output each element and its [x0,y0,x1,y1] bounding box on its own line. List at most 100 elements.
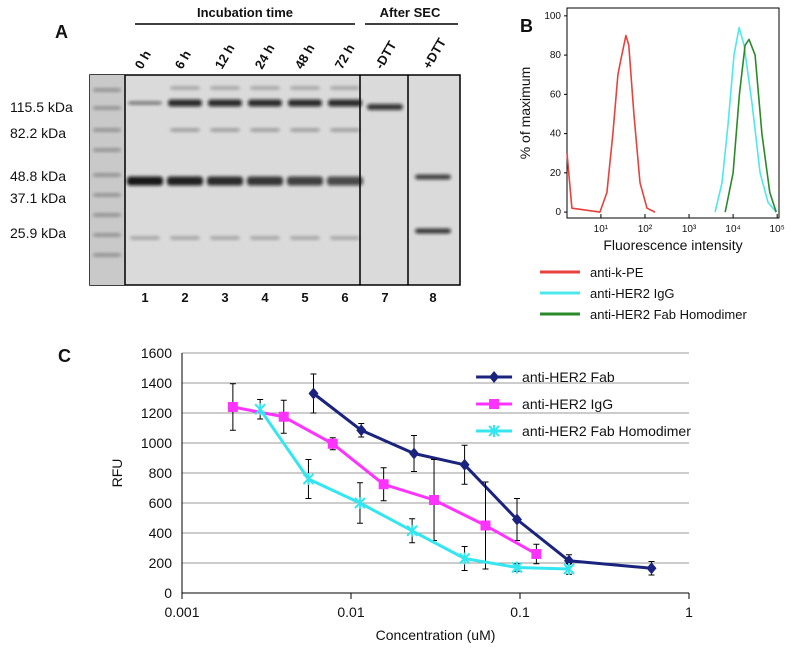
lane-label: 0 h [132,48,154,72]
lane-number: 8 [429,290,436,305]
series-line [714,26,777,213]
point [378,479,389,490]
y-tick-label: 1000 [141,435,172,451]
x-axis-label: Fluorescence intensity [603,237,742,253]
lane-label: 48 h [292,41,318,71]
lane-label: 72 h [332,41,358,71]
point [327,438,338,449]
y-axis-label: % of maximum [517,67,533,160]
series-line [724,38,777,213]
x-tick-label: 10⁴ [725,224,740,235]
lane-label: 24 h [252,41,278,71]
gel-band [290,86,320,90]
gel-band [290,128,320,132]
x-tick-label: 0.001 [164,604,199,620]
point [480,520,491,531]
gel-band [127,176,163,186]
gel-band [248,99,282,107]
y-tick-label: 60 [550,89,562,100]
lane-label: 12 h [212,41,238,71]
point [489,371,500,383]
marker-label: 82.2 kDa [10,125,66,141]
gel-band [330,86,360,90]
gel-band [250,236,280,240]
lane-number: 2 [181,290,188,305]
gel-band [330,128,360,132]
lane-number: 4 [261,290,269,305]
lane-number: 3 [221,290,228,305]
point [356,424,367,437]
lane-label: +DTT [420,35,449,71]
y-tick-label: 100 [544,11,561,22]
y-tick-label: 1600 [141,345,172,361]
x-axis-label: Concentration (uM) [376,627,496,643]
x-tick-label: 10² [638,224,653,235]
gel-band [290,236,320,240]
group-label: Incubation time [197,5,293,20]
gel-band [93,253,121,257]
point [302,473,315,485]
y-tick-label: 600 [149,495,173,511]
marker-label: 37.1 kDa [10,190,66,206]
gel-band [207,176,243,186]
y-axis-label: RFU [109,459,125,488]
series-line [312,392,652,570]
legend-label: anti-HER2 Fab Homodimer [590,307,747,322]
marker-label: 115.5 kDa [10,99,73,115]
gel-band [93,106,121,110]
gel-band [93,173,121,177]
gel-band [247,176,283,186]
panel-label: A [55,22,68,42]
y-tick-label: 1200 [141,405,172,421]
point [531,549,542,559]
gel-band [210,128,240,132]
gel-band [327,176,363,186]
lane-number: 6 [341,290,348,305]
legend-label: anti-HER2 Fab [522,369,615,385]
point [646,562,657,575]
gel-band [93,213,121,217]
plot-frame [566,7,780,219]
x-tick-label: 0.01 [337,604,364,620]
legend-label: anti-k-PE [590,265,644,280]
x-tick-label: 10¹ [594,224,609,235]
gel-band [167,176,203,186]
chart: B 0 20 40 60 80 100 10¹ 10² 10³ 10⁴ 10⁵ % of maximum… [517,7,785,322]
marker-label: 48.8 kDa [10,168,66,184]
gel-band [330,236,360,240]
legend-label: anti-HER2 IgG [522,396,613,412]
gel-band [208,99,242,107]
point [488,425,500,437]
gel-band [93,148,121,152]
gel-band [168,99,202,107]
x-tick-label: 0.1 [510,604,530,620]
gel-band [93,128,121,132]
gel-band [250,128,280,132]
lane-label: -DTT [372,38,400,71]
gel-band [210,236,240,240]
gel-band [210,86,240,90]
y-tick-label: 20 [550,168,562,179]
y-tick-label: 80 [550,50,562,61]
gel-band [250,86,280,90]
y-tick-label: 40 [550,129,562,140]
gel-band [93,233,121,237]
gel-band [170,236,200,240]
y-tick-label: 1400 [141,375,172,391]
x-tick-label: 10⁵ [770,224,785,235]
legend-label: anti-HER2 IgG [590,286,675,301]
y-tick-label: 0 [164,585,172,601]
gel-band [367,104,403,110]
gel-band [415,228,451,234]
gel-band [93,193,121,197]
y-tick-label: 800 [149,465,173,481]
lane-label: 6 h [172,48,194,72]
lane-number: 5 [301,290,308,305]
point [489,399,500,409]
panel-label: C [58,346,71,366]
gel-band [93,88,121,92]
x-tick-label: 10³ [682,224,697,235]
group-label: After SEC [380,5,441,20]
gel-band [130,236,160,240]
point [406,524,418,537]
